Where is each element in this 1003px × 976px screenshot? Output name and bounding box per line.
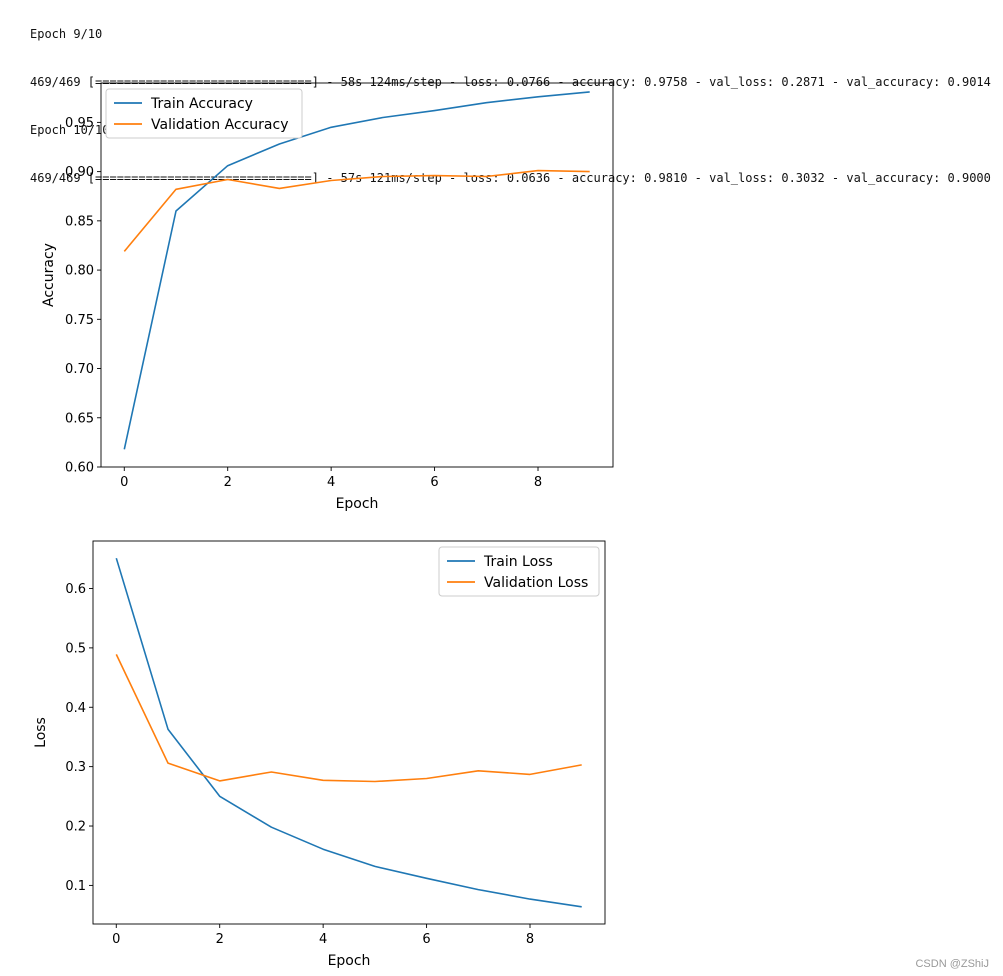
x-tick-label: 6 xyxy=(430,475,438,490)
legend: Train Loss Validation Loss xyxy=(438,546,600,597)
series-line-1 xyxy=(115,557,582,908)
x-axis-label: Epoch xyxy=(328,953,371,969)
x-tick-label: 4 xyxy=(327,475,335,490)
x-tick-label: 8 xyxy=(526,932,534,947)
console-line: 469/469 [==============================]… xyxy=(30,171,991,185)
console-line: 469/469 [==============================]… xyxy=(30,75,991,89)
legend-label-2: Validation Accuracy xyxy=(151,117,289,133)
x-tick-label: 6 xyxy=(422,932,430,947)
y-tick-label: 0.75 xyxy=(65,313,94,328)
legend-label-1: Train Loss xyxy=(483,554,553,570)
console-line: Epoch 10/10 xyxy=(30,123,110,137)
x-tick-label: 2 xyxy=(224,475,232,490)
plot-frame xyxy=(100,82,614,468)
y-tick-label: 0.1 xyxy=(65,879,86,894)
y-tick-label: 0.85 xyxy=(65,214,94,229)
y-tick-label: 0.3 xyxy=(65,760,86,775)
training-console-log: Epoch 9/10 469/469 [====================… xyxy=(30,0,1003,202)
x-tick-label: 0 xyxy=(112,932,120,947)
y-axis-label: Accuracy xyxy=(41,243,57,307)
y-tick-label: 0.90 xyxy=(65,165,94,180)
series-line-1 xyxy=(123,91,590,450)
x-tick-label: 2 xyxy=(216,932,224,947)
x-axis-label: Epoch xyxy=(336,496,379,512)
y-axis-label: Loss xyxy=(33,717,49,748)
x-tick-label: 8 xyxy=(534,475,542,490)
y-tick-label: 0.60 xyxy=(65,461,94,476)
series-line-2 xyxy=(123,169,590,252)
x-tick-label: 0 xyxy=(120,475,128,490)
series-line-2 xyxy=(115,654,582,783)
y-tick-label: 0.95 xyxy=(65,116,94,131)
legend-box xyxy=(105,88,303,139)
legend-box xyxy=(438,546,600,597)
y-tick-label: 0.80 xyxy=(65,264,94,279)
console-line: Epoch 9/10 xyxy=(30,27,103,41)
y-tick-label: 0.4 xyxy=(65,701,86,716)
legend-label-2: Validation Loss xyxy=(484,575,588,591)
y-tick-label: 0.70 xyxy=(65,362,94,377)
y-tick-label: 0.65 xyxy=(65,411,94,426)
y-tick-label: 0.6 xyxy=(65,582,86,597)
y-tick-label: 0.2 xyxy=(65,820,86,835)
watermark: CSDN @ZShiJ xyxy=(915,958,989,970)
legend: Train Accuracy Validation Accuracy xyxy=(105,88,303,139)
x-tick-label: 4 xyxy=(319,932,327,947)
loss-chart: 0 2 4 6 8 0.1 0.2 0.3 0.4 0.5 0.6 Epoch Loss Train Lo… xyxy=(33,540,606,969)
y-tick-label: 0.5 xyxy=(65,641,86,656)
legend-label-1: Train Accuracy xyxy=(150,96,253,112)
accuracy-chart: 0 2 4 6 8 0.60 0.65 0.70 0.75 0.80 0.85 0.90 0.95 Epo… xyxy=(41,82,614,512)
plot-frame xyxy=(92,540,606,925)
